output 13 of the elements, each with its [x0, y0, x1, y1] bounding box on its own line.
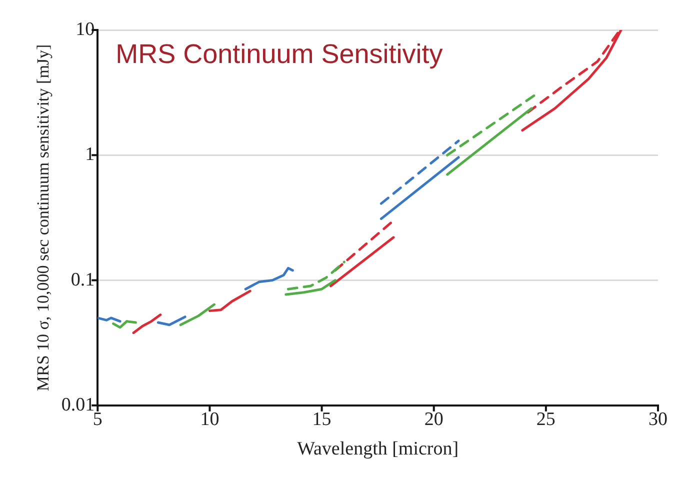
y-tick-label: 0.01 [61, 394, 95, 416]
x-tick-label: 20 [424, 408, 444, 430]
x-tick-label: 15 [312, 408, 332, 430]
x-axis-title: Wavelength [micron] [297, 438, 459, 460]
line-series [286, 260, 346, 290]
x-tick-label: 10 [200, 408, 220, 430]
x-tick-label: 25 [536, 408, 556, 430]
y-axis-title: MRS 10 σ, 10,000 sec continuum sensitivity [mJy] [34, 44, 53, 392]
x-tick-label: 30 [648, 408, 668, 430]
x-tick-label: 5 [92, 408, 102, 430]
y-tick-label: 0.1 [70, 269, 95, 290]
chart-title: MRS Continuum Sensitivity [116, 38, 444, 69]
y-tick-label: 1 [85, 144, 95, 166]
